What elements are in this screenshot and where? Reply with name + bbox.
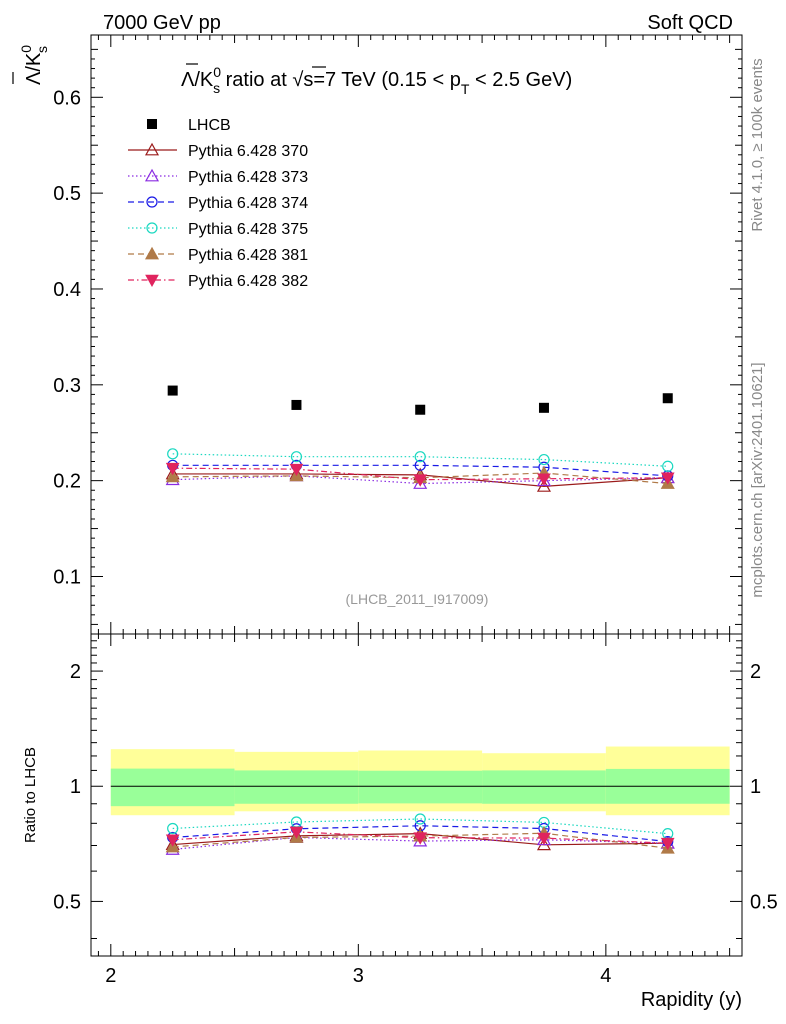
ratio-series-point [289,826,304,839]
y-label-lambda: Λ [23,71,45,85]
series-point [165,462,180,476]
header-left: 7000 GeV pp [103,12,221,34]
analysis-watermark: (LHCB_2011_I917009) [346,591,489,607]
legend-label: Pythia 6.428 374 [188,195,308,212]
band-green [110,768,235,807]
y-label-sup: 0 [18,45,34,53]
title-lambda: Λ [181,69,195,91]
series-line [172,472,668,485]
legend-marker [144,168,160,182]
legend-label: Pythia 6.428 373 [188,169,308,186]
series-6 [165,462,675,851]
legend-label: LHCB [188,117,231,134]
legend-marker [146,222,158,234]
series-point [413,474,428,487]
legend-label: Pythia 6.428 375 [188,221,308,238]
series-point [289,463,304,477]
title-sup0: 0 [213,64,221,80]
x-tick-label: 4 [600,965,611,987]
rivet-label: Rivet 4.1.0, ≥ 100k events [749,58,766,231]
legend-label: Pythia 6.428 381 [188,247,308,264]
series-point [290,451,303,463]
data-point [538,402,549,413]
ratio-series-line [172,832,668,849]
band-green [482,770,606,804]
data-series-lhcb [167,385,673,415]
ratio-series-point [660,837,675,851]
ratio-plot-frame [90,633,743,957]
axis-tick-labels: 2 3 4 0.1 0.2 0.3 0.4 0.5 0.6 0.5 0.5 1 1 2 2 [53,87,778,987]
y-tick-label: 0.2 [53,471,81,493]
series-point [662,460,674,472]
ratio-series-point [537,832,551,846]
ratio-series-line [172,818,668,835]
y-label-slash-k: /K [23,52,45,72]
x-axis-label: Rapidity (y) [641,989,742,1011]
legend-marker [144,246,160,260]
ratio-series-point [414,813,426,825]
legend: LHCB Pythia 6.428 370 Pythia 6.428 373 Pyth… [128,117,308,290]
ratio-series-point [413,832,428,845]
series-line [172,464,668,477]
series-point [414,459,426,471]
data-point [167,385,178,396]
legend-marker [147,119,157,129]
y-tick-label: 0.5 [53,183,81,205]
ratio-series-point [165,834,180,847]
series-point [538,453,550,466]
series-point [537,473,551,486]
title-sub-t: T [461,81,470,97]
series-line [172,453,668,467]
y-axis-label: Λ/K0s [18,45,50,85]
chart-title: Λ/K0 s ratio at √s=7 TeV (0.15 < pT < 2.5… [181,64,572,97]
y-tick-label: 0.6 [53,87,81,109]
x-tick-label: 2 [105,965,116,987]
series-layer [165,385,675,855]
title-energy: s=7 TeV (0.15 < p [303,69,461,91]
series-point [167,448,179,460]
series-point [660,472,675,485]
data-point [415,404,426,415]
legend-label: Pythia 6.428 370 [188,143,308,160]
series-line [172,475,668,485]
y-label-sub: s [34,46,50,53]
header-right: Soft QCD [647,12,733,34]
ratio-bands [110,746,730,816]
ratio-tick-label-right: 2 [750,661,761,683]
series-point [165,469,180,483]
ratio-tick-label-left: 2 [70,661,81,683]
ratio-tick-label-right: 0.5 [750,891,778,913]
legend-label: Pythia 6.428 382 [188,273,308,290]
band-green [358,770,483,804]
title-mid: ratio at [220,69,292,91]
ratio-tick-label-left: 0.5 [53,891,81,913]
y-tick-label: 0.4 [53,279,81,301]
ratio-series-line [172,825,668,843]
ratio-tick-label-left: 1 [70,776,81,798]
data-point [662,393,673,404]
ratio-tick-label-right: 1 [750,776,761,798]
y-tick-label: 0.3 [53,375,81,397]
title-root: √ [292,69,303,91]
legend-marker [146,196,158,208]
ratio-series-point [167,822,179,835]
title-subs: s [213,80,220,96]
y-axis-label-text: Λ/K0s [18,45,50,85]
title-ratio: /K [194,69,214,91]
title-tail: < 2.5 GeV) [469,69,572,91]
data-point [291,399,302,410]
x-tick-label: 3 [353,965,364,987]
legend-marker [145,274,159,288]
mcplots-label: mcplots.cern.ch [arXiv:2401.10621] [749,362,766,597]
legend-marker [144,142,160,156]
ratio-y-axis-label: Ratio to LHCB [22,747,39,843]
axis-ticks [91,35,743,956]
y-tick-label: 0.1 [53,566,81,588]
series-point [414,451,426,463]
band-green [234,770,359,804]
